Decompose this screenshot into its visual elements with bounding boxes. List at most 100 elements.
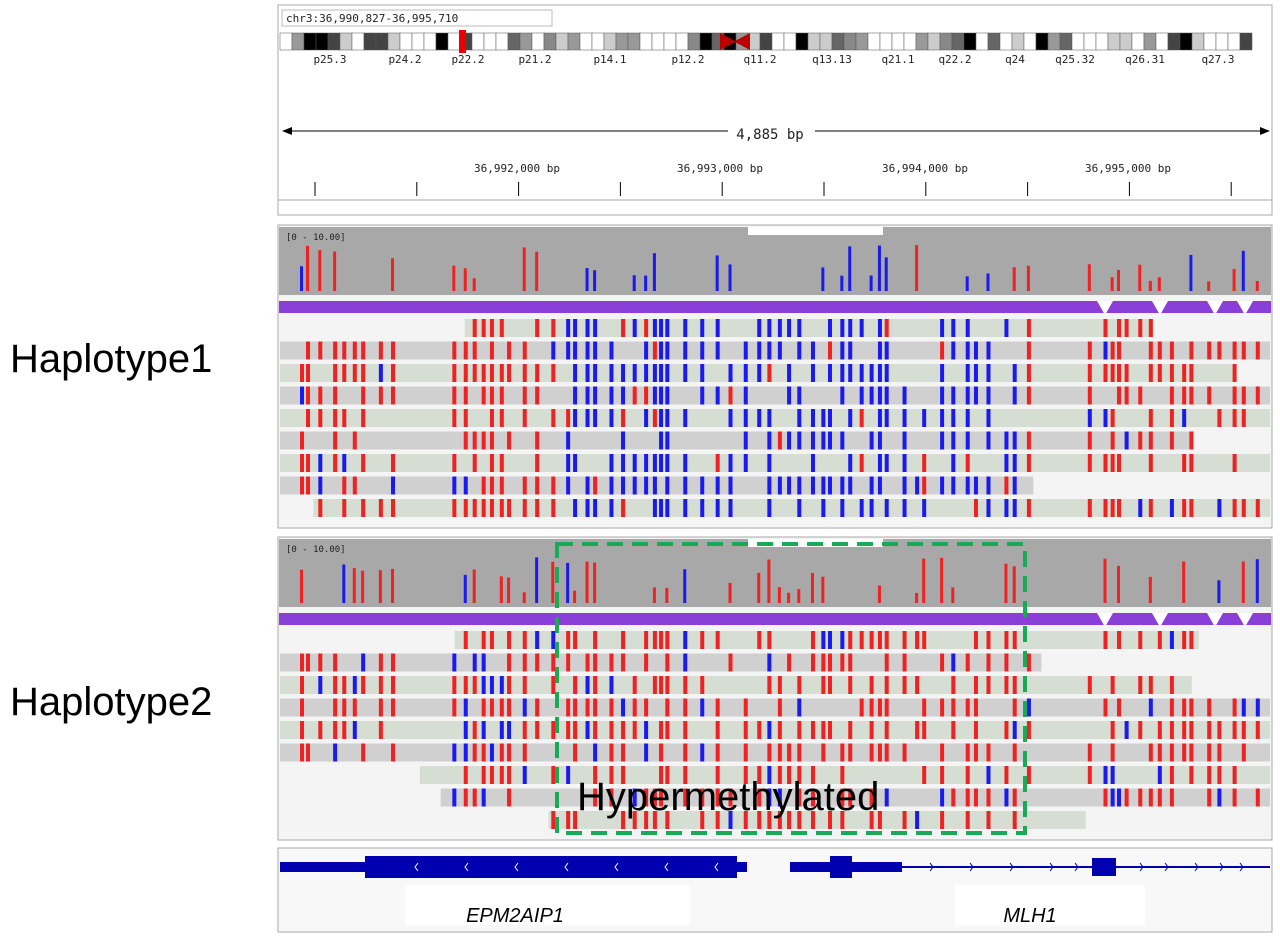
cpg-call — [1189, 454, 1194, 472]
cpg-call — [922, 631, 927, 649]
cpg-call — [797, 409, 802, 427]
cpg-call — [743, 431, 748, 450]
coverage-bar — [644, 275, 648, 291]
cpg-call — [1124, 364, 1129, 382]
cpg-call — [743, 364, 748, 382]
cpg-call — [391, 454, 396, 472]
cpg-call — [902, 476, 907, 495]
cpg-call — [593, 788, 598, 807]
cpg-call — [986, 788, 991, 807]
cpg-call — [787, 319, 792, 337]
cpg-call — [787, 386, 792, 405]
cpg-call — [757, 341, 762, 360]
cpg-call — [1110, 766, 1115, 784]
cpg-call — [361, 409, 366, 427]
cpg-call — [566, 811, 571, 829]
cpg-call — [973, 499, 978, 517]
cpg-call — [632, 476, 637, 495]
cpg-call — [306, 341, 311, 360]
cpg-call — [715, 499, 720, 517]
cpg-call — [1026, 766, 1031, 784]
cpg-call — [869, 721, 874, 739]
cpg-call — [951, 653, 956, 672]
cpg-call — [566, 409, 571, 427]
cpg-call — [1148, 788, 1153, 807]
cpg-call — [715, 476, 720, 495]
cpg-call — [922, 454, 927, 472]
cpg-call — [965, 653, 970, 672]
cpg-call — [609, 653, 614, 672]
cytoband — [1083, 32, 1097, 51]
gene-label[interactable]: MLH1 — [1003, 905, 1056, 927]
cpg-call — [743, 721, 748, 739]
cpg-call — [507, 698, 512, 717]
cpg-call — [787, 476, 792, 495]
cpg-call — [452, 386, 457, 405]
coverage-bar — [1182, 561, 1186, 603]
cpg-call — [665, 499, 670, 517]
cpg-call — [700, 811, 705, 829]
cpg-call — [1012, 788, 1017, 807]
coverage-bar — [522, 247, 526, 291]
cpg-call — [566, 431, 571, 450]
cpg-call — [621, 766, 626, 784]
cpg-call — [342, 409, 347, 427]
cpg-call — [1110, 499, 1115, 517]
cpg-call — [535, 319, 540, 337]
cpg-call — [848, 743, 853, 762]
cpg-call — [1148, 431, 1153, 450]
cpg-call — [644, 454, 649, 472]
cpg-call — [522, 766, 527, 784]
cpg-call — [1087, 676, 1092, 694]
cpg-call — [743, 766, 748, 784]
cytoband — [927, 32, 941, 51]
coverage-bar — [821, 267, 825, 291]
cpg-call — [481, 319, 486, 337]
cpg-call — [378, 364, 383, 382]
cpg-call — [848, 319, 853, 337]
strand — [464, 862, 469, 872]
cytoband — [507, 32, 521, 51]
cpg-call — [609, 386, 614, 405]
cpg-call — [566, 476, 571, 495]
cpg-call — [986, 364, 991, 382]
cpg-call — [665, 364, 670, 382]
locus-box[interactable] — [281, 9, 553, 27]
cpg-call — [1012, 364, 1017, 382]
strand — [664, 862, 669, 872]
cpg-call — [848, 364, 853, 382]
cpg-call — [877, 431, 882, 450]
cpg-call — [489, 676, 494, 694]
cpg-call — [1004, 319, 1009, 337]
cpg-call — [472, 431, 477, 450]
coverage-bar — [361, 570, 365, 603]
cpg-call — [652, 409, 657, 427]
cpg-call — [659, 766, 664, 784]
cpg-call — [1217, 499, 1222, 517]
cpg-call — [1169, 676, 1174, 694]
cpg-call — [877, 341, 882, 360]
coverage-bar — [522, 592, 526, 603]
locus[interactable]: chr3:36,990,827-36,995,710 — [286, 12, 458, 25]
cpg-call — [621, 319, 626, 337]
cpg-call — [848, 454, 853, 472]
cpg-call — [452, 653, 457, 672]
cpg-call — [827, 676, 832, 694]
cpg-call — [621, 653, 626, 672]
cpg-call — [973, 698, 978, 717]
cpg-call — [902, 454, 907, 472]
cpg-call — [715, 386, 720, 405]
cpg-call — [821, 409, 826, 427]
coverage-bar — [1207, 281, 1211, 291]
cpg-call — [683, 454, 688, 472]
exon — [1092, 858, 1116, 876]
cpg-call — [757, 364, 762, 382]
cpg-call — [318, 721, 323, 739]
cpg-call — [499, 743, 504, 762]
cpg-call — [522, 341, 527, 360]
cpg-call — [585, 698, 590, 717]
cpg-call — [965, 431, 970, 450]
cpg-call — [1087, 766, 1092, 784]
cpg-call — [869, 788, 874, 807]
gene-label[interactable]: EPM2AIP1 — [466, 905, 564, 927]
